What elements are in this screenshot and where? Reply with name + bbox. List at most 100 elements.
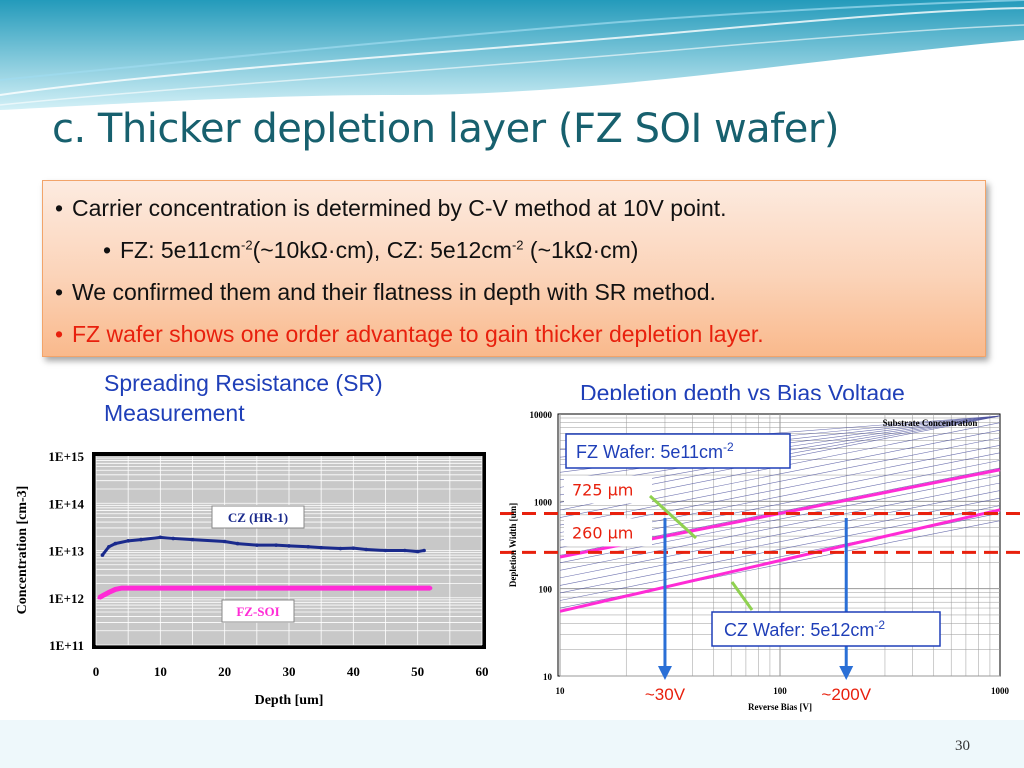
dep-marker-label: ~30V	[645, 685, 686, 704]
sr-data-point	[158, 535, 163, 540]
dep-family-line	[559, 444, 1001, 533]
fz-callout-sup: -2	[723, 440, 734, 454]
dep-x-tick-label: 10	[556, 686, 566, 696]
sr-x-tick-label: 0	[93, 664, 100, 679]
sr-y-tick-label: 1E+14	[48, 496, 84, 511]
sr-caption-line2: Measurement	[104, 400, 245, 426]
sr-series-line	[101, 535, 425, 556]
fz-pointer-arrow	[648, 494, 698, 540]
sr-data-point	[158, 586, 163, 590]
sr-data-point	[139, 537, 143, 542]
dep-x-ticks: 10 100 1000	[556, 686, 1010, 696]
bullet-2-text-b: (~10kΩ·cm), CZ: 5e12cm	[252, 237, 512, 263]
sr-x-tick-label: 10	[154, 664, 167, 679]
dep-marker-label: ~200V	[821, 685, 871, 704]
bullet-3: • We confirmed them and their flatness in…	[55, 279, 716, 305]
bullet-1: • Carrier concentration is determined by …	[55, 195, 727, 221]
dep-marker-arrowhead	[657, 666, 672, 680]
dep-family-line	[559, 505, 1001, 594]
sr-y-tick-label: 1E+13	[48, 544, 84, 559]
sr-data-point	[403, 548, 407, 553]
sr-data-point	[306, 544, 311, 549]
dep-y-axis-label: Depletion Width [um]	[508, 503, 518, 587]
sr-data-point	[415, 549, 420, 554]
sr-data-point	[235, 541, 240, 546]
depletion-chart: 10 100 1000 10000 10 100 1000 Substrate Conce…	[500, 400, 1024, 715]
sr-data-point	[126, 539, 130, 543]
sr-data-point	[255, 543, 259, 547]
sr-data-point	[119, 586, 124, 590]
dep-y-tick-label: 10000	[530, 410, 553, 420]
dep-reference-label-bg	[564, 518, 652, 547]
dep-marker-arrowhead	[839, 666, 854, 680]
slide-title: c. Thicker depletion layer (FZ SOI wafer…	[52, 106, 839, 152]
sr-data-point	[428, 586, 433, 590]
dep-family-line	[559, 437, 1001, 526]
sr-x-tick-label: 40	[347, 664, 360, 679]
sr-data-point	[222, 539, 227, 544]
sr-data-point	[338, 546, 343, 551]
dep-x-tick-label: 100	[773, 686, 787, 696]
dep-y-tick-label: 100	[539, 585, 553, 595]
dep-family-line	[559, 490, 1001, 579]
bullet-3-text: We confirmed them and their flatness in …	[72, 279, 716, 305]
bullet-2-text-c: (~1kΩ·cm)	[523, 237, 639, 263]
dep-x-axis-label: Reverse Bias [V]	[748, 702, 812, 712]
bullet-2-sup-1: -2	[241, 237, 253, 253]
sr-data-point	[113, 541, 118, 546]
dep-y-ticks: 10 100 1000 10000	[530, 410, 553, 682]
sr-y-axis-label: Concentration [cm-3]	[15, 486, 30, 615]
dep-reference-lines: 725 μm 260 μm	[500, 475, 1024, 554]
sr-data-point	[113, 587, 118, 592]
sr-data-point	[107, 544, 111, 549]
bullet-2-text-a: FZ: 5e11cm	[120, 237, 241, 263]
sr-data-point	[132, 586, 137, 590]
bullet-4: • FZ wafer shows one order advantage to g…	[55, 321, 764, 347]
bullet-4-text: FZ wafer shows one order advantage to ga…	[72, 321, 764, 347]
bullet-box: • Carrier concentration is determined by …	[42, 180, 986, 357]
sr-caption: Spreading Resistance (SR) Measurement	[104, 368, 383, 428]
dep-reference-label: 260 μm	[572, 523, 633, 542]
dep-bias-markers: ~30V ~200V	[632, 518, 879, 704]
cz-callout-sup: -2	[874, 618, 885, 632]
sr-data-point	[364, 547, 369, 552]
cz-callout-text: CZ Wafer: 5e12cm	[724, 620, 874, 640]
sr-y-tick-label: 1E+12	[48, 591, 84, 606]
dep-y-tick-label: 1000	[534, 497, 553, 507]
dep-reference-label-bg	[564, 475, 652, 504]
dep-marker-label-bg	[814, 682, 879, 704]
fz-series-label: FZ-SOI	[236, 604, 279, 619]
dep-y-tick-label: 10	[543, 672, 553, 682]
sr-y-tick-label: 1E+11	[49, 638, 84, 653]
sr-data-point	[351, 546, 356, 550]
sr-data-point	[287, 544, 291, 548]
sr-x-tick-label: 20	[218, 664, 231, 679]
sr-x-tick-label: 60	[476, 664, 489, 679]
sr-y-ticks: 1E+11 1E+12 1E+13 1E+14 1E+15	[48, 449, 84, 653]
sr-data-point	[383, 548, 388, 553]
sr-data-point	[190, 537, 195, 542]
cz-series-label: CZ (HR-1)	[228, 510, 288, 525]
sr-caption-line1: Spreading Resistance (SR)	[104, 370, 383, 396]
sr-data-point	[222, 586, 227, 590]
bullet-1-text: Carrier concentration is determined by C…	[72, 195, 727, 221]
sr-series	[97, 535, 433, 600]
fz-callout-text: FZ Wafer: 5e11cm	[576, 442, 723, 462]
svg-text:CZ Wafer: 5e12cm-2: CZ Wafer: 5e12cm-2	[724, 618, 885, 640]
bullet-2-sup-2: -2	[511, 237, 524, 253]
sr-data-point	[422, 548, 426, 553]
page-number: 30	[955, 738, 970, 754]
cz-label-box: CZ (HR-1)	[211, 505, 305, 529]
cz-callout: CZ Wafer: 5e12cm-2	[711, 611, 941, 647]
dep-family-line	[559, 482, 1001, 571]
fz-callout: FZ Wafer: 5e11cm-2	[565, 433, 791, 469]
sr-data-point	[287, 586, 291, 590]
sr-x-ticks: 0 10 20 30 40 50 60	[93, 664, 489, 679]
sr-data-point	[100, 553, 105, 557]
dep-x-tick-label: 1000	[991, 686, 1010, 696]
sr-data-point	[97, 595, 102, 600]
dep-reference-label: 725 μm	[572, 481, 633, 500]
sr-x-axis-label: Depth [um]	[255, 693, 324, 708]
sr-x-tick-label: 50	[411, 664, 424, 679]
